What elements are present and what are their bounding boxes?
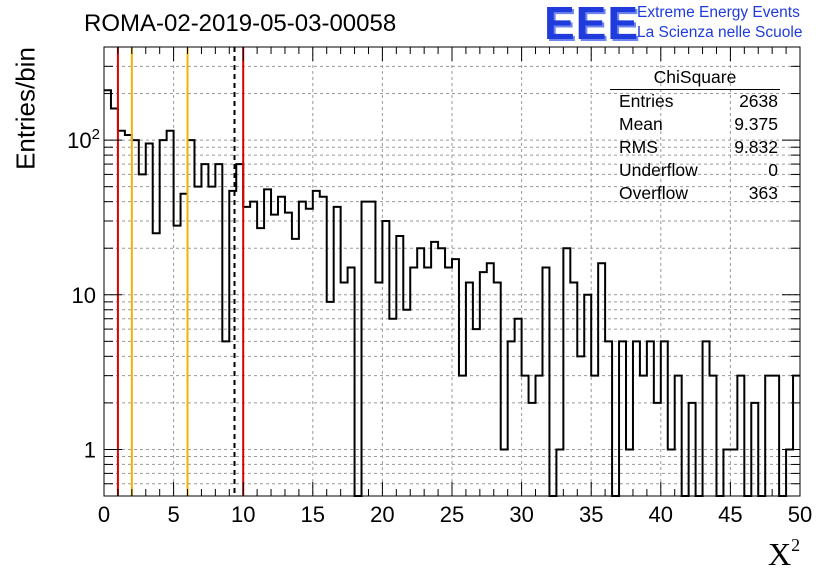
logo-line-1: Extreme Energy Events xyxy=(637,4,800,21)
x-tick-label: 5 xyxy=(167,502,179,527)
chart-title: ROMA-02-2019-05-03-00058 xyxy=(84,10,397,37)
y-tick-label: 10 xyxy=(72,283,96,308)
eee-logo: EEE xyxy=(544,0,640,49)
logo-line-2: La Scienza nelle Scuole xyxy=(637,24,803,41)
stats-row-rms: RMS 9.832 xyxy=(619,137,778,157)
x-tick-label: 35 xyxy=(579,502,603,527)
histogram-series xyxy=(104,89,800,497)
y-axis-label: Entries/bin xyxy=(10,47,41,170)
x-tick-label: 25 xyxy=(440,502,464,527)
y-tick-label: 102 xyxy=(67,126,100,153)
x-tick-label: 10 xyxy=(231,502,255,527)
x-tick-label: 40 xyxy=(649,502,673,527)
stats-title: ChiSquare xyxy=(610,65,780,90)
stats-box: ChiSquare Entries 2638 Mean 9.375 RMS 9.832… xyxy=(610,65,780,205)
x-tick-label: 50 xyxy=(788,502,812,527)
x-tick-label: 30 xyxy=(509,502,533,527)
x-axis-label: X2 xyxy=(768,535,801,572)
x-tick-label: 15 xyxy=(301,502,325,527)
y-tick-label: 1 xyxy=(84,437,96,462)
x-tick-label: 0 xyxy=(98,502,110,527)
x-tick-label: 20 xyxy=(370,502,394,527)
stats-row-underflow: Underflow 0 xyxy=(619,160,778,180)
stats-row-mean: Mean 9.375 xyxy=(619,114,778,134)
stats-row-entries: Entries 2638 xyxy=(619,91,778,111)
stats-row-overflow: Overflow 363 xyxy=(619,183,778,203)
x-tick-label: 45 xyxy=(718,502,742,527)
